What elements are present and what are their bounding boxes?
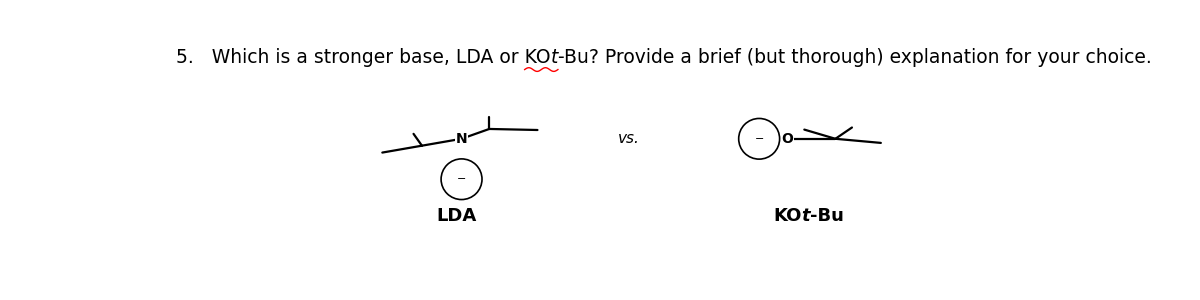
- Text: −: −: [457, 174, 467, 184]
- Text: O: O: [781, 132, 793, 146]
- Text: -Bu: -Bu: [810, 207, 844, 225]
- Text: KO: KO: [773, 207, 802, 225]
- Text: 5.   Which is a stronger base, LDA or KO: 5. Which is a stronger base, LDA or KO: [176, 47, 551, 67]
- Text: vs.: vs.: [618, 131, 640, 146]
- Text: t: t: [802, 207, 810, 225]
- Text: -Bu? Provide a brief (but thorough) explanation for your choice.: -Bu? Provide a brief (but thorough) expl…: [558, 47, 1152, 67]
- Text: N: N: [456, 132, 467, 146]
- Text: t: t: [551, 47, 558, 67]
- Text: −: −: [755, 134, 764, 144]
- Text: LDA: LDA: [437, 207, 478, 225]
